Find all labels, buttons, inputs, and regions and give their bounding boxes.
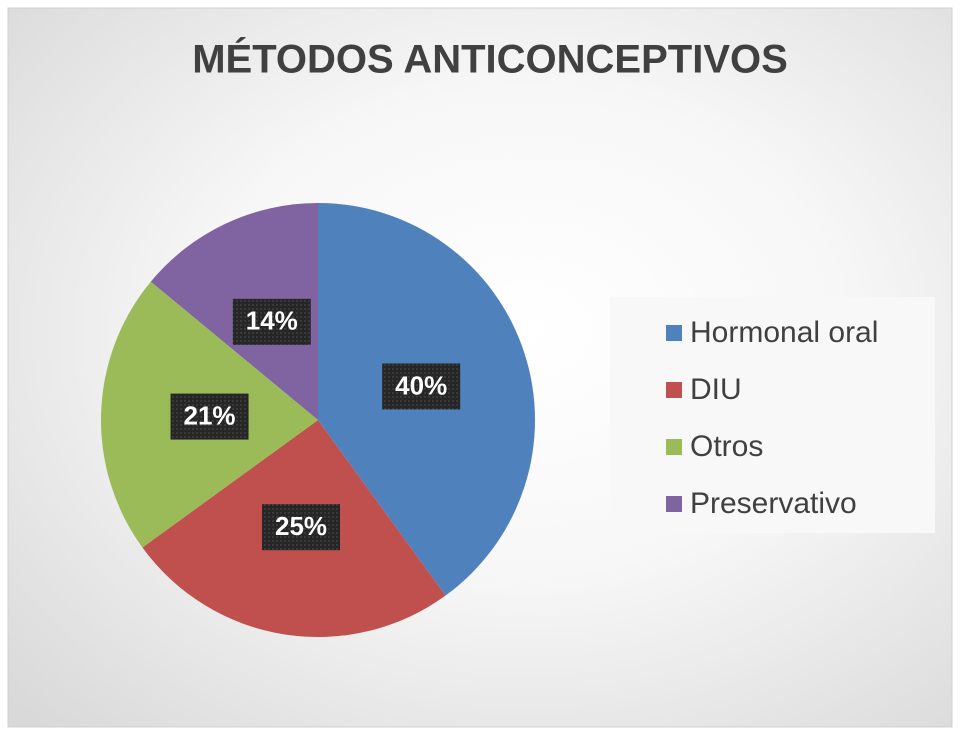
data-label-box <box>170 393 249 440</box>
legend-label: Otros <box>690 430 763 463</box>
legend-swatch <box>666 496 682 512</box>
data-label-box <box>232 298 311 345</box>
data-label-box <box>262 504 341 551</box>
legend-label: DIU <box>690 373 742 406</box>
data-label: 21% <box>184 400 236 430</box>
data-label: 25% <box>275 511 327 541</box>
data-label-box <box>382 363 461 410</box>
data-label: 40% <box>395 370 447 400</box>
legend-label: Preservativo <box>690 487 857 520</box>
pie: 40% 25% 21% 14% <box>101 203 535 637</box>
legend-box <box>610 297 935 533</box>
chart-title: MÉTODOS ANTICONCEPTIVOS <box>192 37 788 82</box>
legend-label: Hormonal oral <box>690 316 878 349</box>
data-label: 14% <box>246 306 298 336</box>
legend-swatch <box>666 439 682 455</box>
legend-swatch <box>666 382 682 398</box>
legend: Hormonal oral DIU Otros Preservativo <box>666 316 878 520</box>
legend-swatch <box>666 325 682 341</box>
